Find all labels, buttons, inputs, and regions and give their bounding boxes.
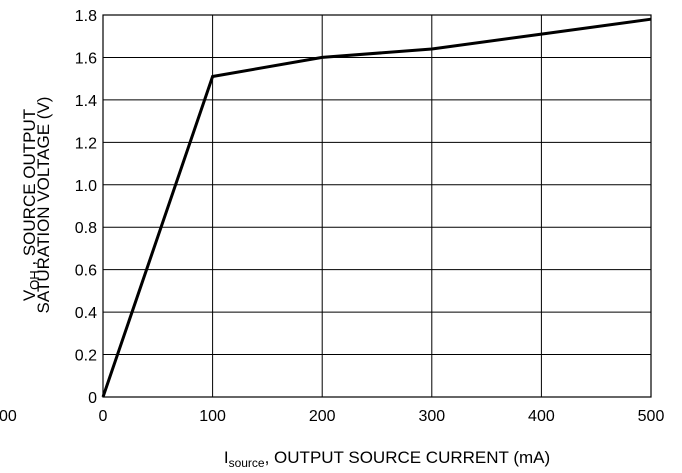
x-tick-label: 500 bbox=[638, 408, 665, 425]
x-tick-label: 0 bbox=[99, 408, 108, 425]
plot-frame bbox=[102, 14, 652, 398]
x-axis-label-main: I bbox=[224, 448, 229, 467]
x-tick-label-cropped: 00 bbox=[0, 408, 17, 425]
y-axis-label-main: V bbox=[20, 289, 39, 301]
y-tick-label: 1.2 bbox=[75, 135, 97, 152]
y-tick-label: 1.4 bbox=[75, 93, 97, 110]
y-tick-label: 0.2 bbox=[75, 348, 97, 365]
y-axis-label-rest: , SOURCE OUTPUT bbox=[20, 109, 39, 271]
y-tick-label: 1.6 bbox=[75, 50, 97, 67]
y-tick-label: 1.0 bbox=[75, 178, 97, 195]
y-tick-label: 0.4 bbox=[75, 305, 97, 322]
x-tick-label: 400 bbox=[528, 408, 555, 425]
x-tick-labels: 0 100 200 300 400 500 bbox=[99, 408, 665, 425]
x-axis-label-sub: source bbox=[229, 456, 265, 470]
x-tick-label: 300 bbox=[418, 408, 445, 425]
y-tick-labels: 0 0.2 0.4 0.6 0.8 1.0 1.2 1.4 1.6 1.8 bbox=[75, 8, 97, 407]
y-axis-label-line1: VOH , SOURCE OUTPUT bbox=[20, 109, 42, 301]
x-tick-label: 100 bbox=[199, 408, 226, 425]
y-axis-label-line2: SATURATION VOLTAGE (V) bbox=[34, 97, 53, 314]
y-axis-label-sub: OH bbox=[27, 270, 42, 290]
y-tick-label: 0 bbox=[88, 390, 97, 407]
y-tick-label: 0.6 bbox=[75, 263, 97, 280]
data-series-line bbox=[101, 17, 652, 398]
data-line-layer bbox=[101, 17, 652, 398]
x-axis-label-rest: , OUTPUT SOURCE CURRENT (mA) bbox=[265, 448, 551, 467]
y-tick-label: 1.8 bbox=[75, 8, 97, 25]
x-tick-label: 200 bbox=[309, 408, 336, 425]
grid bbox=[102, 14, 652, 398]
y-tick-label: 0.8 bbox=[75, 220, 97, 237]
x-axis-label: Isource, OUTPUT SOURCE CURRENT (mA) bbox=[224, 448, 550, 470]
